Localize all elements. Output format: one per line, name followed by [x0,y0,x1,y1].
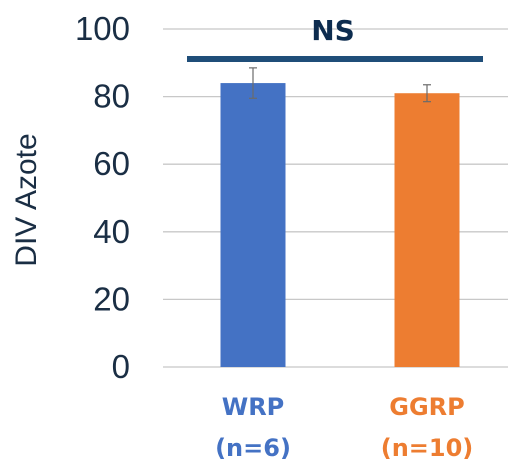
category-labels: WRP (n=6) GGRP (n=10) [215,393,473,462]
bar-ggrp [394,93,460,367]
error-bars [249,67,431,103]
category-label-wrp: WRP [222,393,285,421]
y-tick-label-40: 40 [93,213,130,250]
category-n-ggrp: (n=10) [381,434,474,462]
significance-label: NS [311,14,355,47]
y-tick-label-100: 100 [75,10,130,47]
y-tick-label-80: 80 [93,78,130,115]
significance-bracket: NS [187,14,483,62]
y-tick-labels: 0 20 40 60 80 100 [75,10,130,385]
y-tick-label-60: 60 [93,145,130,182]
y-tick-label-0: 0 [112,348,130,385]
y-tick-label-20: 20 [93,280,130,317]
bar-wrp [220,83,286,367]
y-axis-label: DIV Azote [10,133,43,266]
bars [220,83,460,367]
category-label-ggrp: GGRP [389,393,464,421]
category-n-wrp: (n=6) [215,434,291,462]
significance-bar [187,56,483,62]
